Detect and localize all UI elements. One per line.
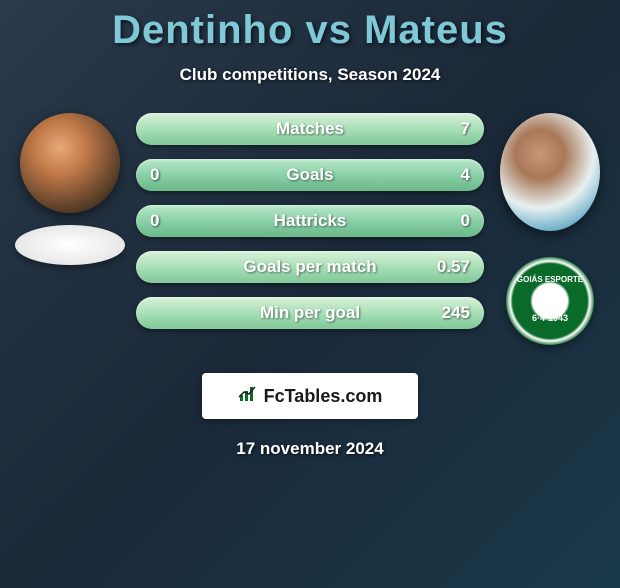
- stat-label: Min per goal: [260, 303, 360, 323]
- stat-label: Matches: [276, 119, 344, 139]
- club-badge-text: GOIÁS ESPORTE: [517, 275, 583, 284]
- player2-avatar: [500, 113, 600, 231]
- stat-value-p2: 7: [461, 119, 470, 139]
- stat-row: 0 Hattricks 0: [136, 205, 484, 237]
- player2-club-badge: GOIÁS ESPORTE 6·4·1943: [506, 257, 594, 345]
- stat-value-p1: 0: [150, 211, 159, 231]
- comparison-panel: Matches 7 0 Goals 4 0 Hattricks 0 Goals per matc…: [0, 113, 620, 345]
- stat-row: Goals per match 0.57: [136, 251, 484, 283]
- stat-row: 0 Goals 4: [136, 159, 484, 191]
- stat-label: Goals: [286, 165, 333, 185]
- player1-club-badge: [15, 225, 125, 265]
- page-subtitle: Club competitions, Season 2024: [0, 65, 620, 85]
- stat-row: Min per goal 245: [136, 297, 484, 329]
- stat-value-p1: 0: [150, 165, 159, 185]
- page-title: Dentinho vs Mateus: [0, 8, 620, 53]
- date-stamp: 17 november 2024: [0, 439, 620, 459]
- stat-row: Matches 7: [136, 113, 484, 145]
- branding-box[interactable]: FcTables.com: [202, 373, 418, 419]
- player2-side: GOIÁS ESPORTE 6·4·1943: [490, 113, 610, 345]
- stat-label: Hattricks: [274, 211, 347, 231]
- stat-label: Goals per match: [243, 257, 376, 277]
- stats-column: Matches 7 0 Goals 4 0 Hattricks 0 Goals per matc…: [130, 113, 490, 329]
- stat-value-p2: 245: [442, 303, 470, 323]
- player1-avatar: [20, 113, 120, 213]
- player1-side: [10, 113, 130, 265]
- stat-value-p2: 0.57: [437, 257, 470, 277]
- branding-text: FcTables.com: [264, 386, 383, 407]
- chart-icon: [238, 385, 258, 408]
- club-badge-date: 6·4·1943: [532, 313, 568, 323]
- stat-value-p2: 0: [461, 211, 470, 231]
- stat-value-p2: 4: [461, 165, 470, 185]
